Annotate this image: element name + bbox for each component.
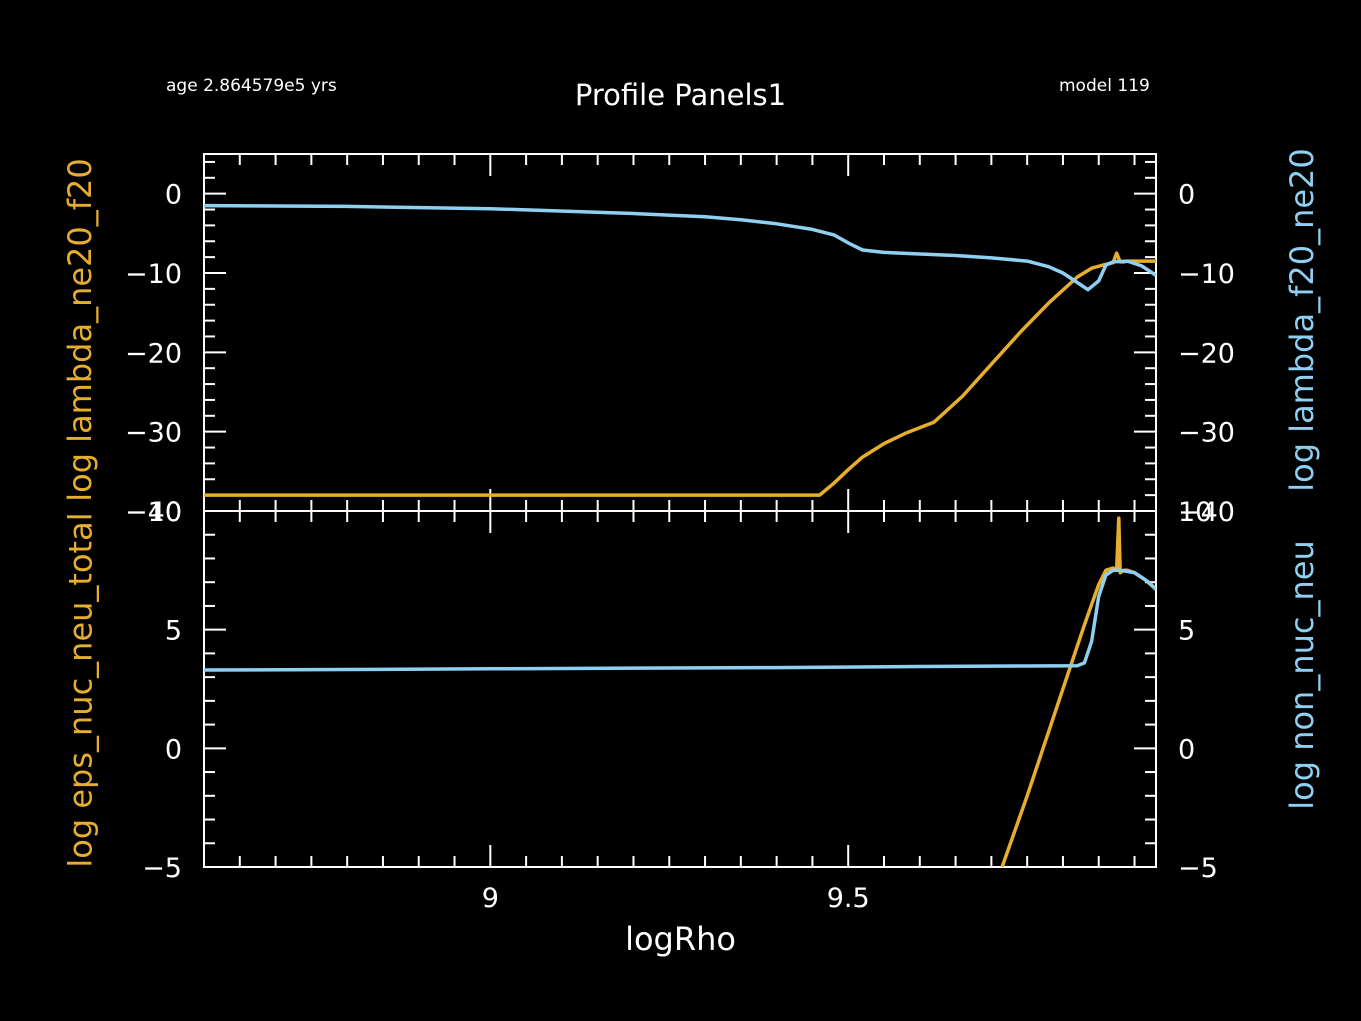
y-tick-label-right: −5	[1178, 853, 1218, 884]
y-tick-label-right: 5	[1178, 616, 1195, 647]
y-tick-label-right: 10	[1178, 497, 1212, 528]
model-label: model 119	[1059, 76, 1150, 96]
y-tick-label-left: 0	[165, 180, 182, 211]
y-tick-label-left: −40	[125, 497, 182, 528]
x-axis-label: logRho	[625, 920, 736, 958]
y-tick-label-right: 0	[1178, 734, 1195, 765]
y-tick-label-left: 0	[165, 734, 182, 765]
y-tick-label-right: −40	[1178, 497, 1235, 528]
bottom-right-y-label: log non_nuc_neu	[1282, 540, 1321, 810]
y-tick-label-left: 10	[148, 497, 182, 528]
panel-frame-1	[203, 510, 1157, 868]
x-tick-label: 9	[482, 883, 499, 914]
y-tick-label-left: −30	[125, 418, 182, 449]
x-tick-label: 9.5	[827, 883, 870, 914]
chart-title: Profile Panels1	[574, 78, 787, 112]
y-tick-label-right: 0	[1178, 180, 1195, 211]
top-right-y-label: log lambda_f20_ne20	[1282, 148, 1321, 492]
series-line-1-1	[204, 568, 1156, 672]
age-label: age 2.864579e5 yrs	[166, 76, 337, 96]
y-tick-label-right: −20	[1178, 338, 1235, 369]
series-line-0-0	[204, 251, 1156, 497]
y-tick-label-right: −10	[1178, 259, 1235, 290]
series-line-0-1	[204, 203, 1156, 292]
series-line-1-0	[1000, 516, 1156, 867]
y-tick-label-right: −30	[1178, 418, 1235, 449]
y-tick-label-left: −10	[125, 259, 182, 290]
y-tick-label-left: −5	[142, 853, 182, 884]
top-left-y-label: log lambda_ne20_f20	[60, 158, 99, 502]
y-tick-label-left: −20	[125, 338, 182, 369]
bottom-left-y-label: log eps_nuc_neu_total	[61, 512, 100, 868]
y-tick-label-left: 5	[165, 616, 182, 647]
